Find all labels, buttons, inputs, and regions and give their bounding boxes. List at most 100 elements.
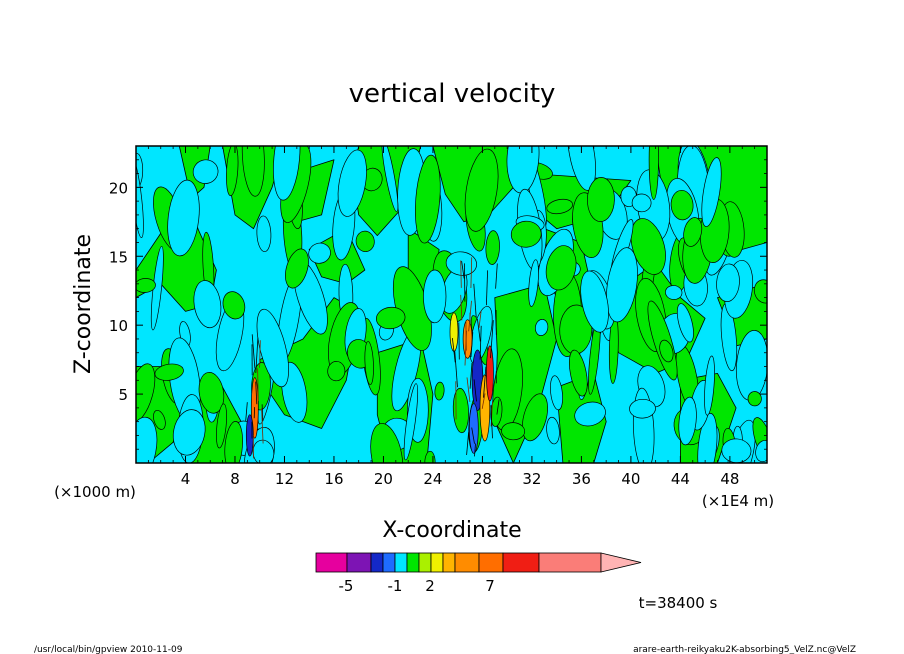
plot-area (136, 146, 767, 463)
downdraft-streak (678, 396, 697, 446)
contour-line (496, 399, 500, 415)
y-axis: 5 10 15 20 (109, 159, 767, 450)
colorbar-segment (478, 552, 504, 573)
updraft-streak (136, 363, 156, 424)
colorbar-segment (346, 552, 372, 573)
updraft-streak (222, 291, 246, 320)
x-tick-label: 44 (671, 470, 690, 488)
updraft-streak (327, 361, 346, 382)
colorbar (315, 552, 642, 573)
contour-line (471, 427, 475, 444)
updraft-streak (153, 409, 166, 430)
y-tick-label: 20 (109, 179, 128, 197)
contour-line (461, 260, 465, 279)
updraft-streak (285, 248, 309, 289)
updraft-streak (224, 421, 243, 463)
contour-line (245, 402, 248, 422)
updraft-streak (569, 349, 588, 397)
downdraft-streak (256, 215, 272, 253)
contour-line (460, 260, 462, 288)
contour-line (473, 283, 477, 318)
colorbar-label: -5 (339, 577, 354, 595)
x-tick-label: 48 (720, 470, 739, 488)
contour-line (468, 300, 472, 332)
x-axis-label: X-coordinate (382, 518, 521, 543)
updraft-streak (546, 198, 573, 215)
contour-line (466, 377, 471, 403)
contour-line (251, 334, 256, 369)
contour-line (255, 337, 259, 374)
colorbar-label: 7 (485, 577, 495, 595)
colorbar-segment (315, 552, 348, 573)
x-axis: 4 8 12 16 20 24 28 32 36 40 44 48 (147, 146, 756, 488)
contour-line (454, 351, 458, 388)
contour-line (490, 405, 493, 439)
downdraft-streak (445, 251, 477, 276)
downdraft-streak (136, 416, 158, 463)
colorbar-label: -1 (388, 577, 403, 595)
contour-line (470, 332, 474, 358)
contour-line (474, 443, 476, 457)
x-tick-label: 28 (473, 470, 492, 488)
contour-line (255, 381, 258, 405)
x-tick-label: 12 (275, 470, 294, 488)
colorbar-segment (538, 552, 602, 573)
contour-line (257, 368, 259, 402)
contour-line (259, 340, 261, 368)
contour-line (466, 432, 469, 456)
contour-line (469, 362, 473, 389)
y-tick-label: 10 (109, 317, 128, 335)
updraft-streak (501, 422, 526, 441)
colorbar-segment (502, 552, 540, 573)
updraft-streak (670, 189, 694, 221)
x-tick-label: 4 (181, 470, 191, 488)
colorbar-segment (442, 552, 456, 573)
y-unit-label: (×1000 m) (54, 483, 136, 501)
updraft-streak (485, 230, 500, 265)
downdraft-streak (403, 383, 419, 461)
updraft-streak (522, 393, 548, 442)
contour-line (470, 257, 473, 289)
downdraft-streak (676, 303, 694, 343)
plot-frame (135, 145, 768, 464)
downdraft-streak (528, 259, 539, 307)
downdraft-streak (256, 308, 289, 388)
x-tick-label: 24 (423, 470, 442, 488)
updraft-streak (587, 177, 615, 222)
footer-left: /usr/local/bin/gpview 2010-11-09 (34, 645, 183, 654)
downdraft-core (468, 403, 479, 454)
contour-line (477, 318, 481, 342)
updraft-streak (545, 245, 577, 291)
colorbar-label: 2 (425, 577, 435, 595)
downdraft-streak (631, 193, 652, 213)
downdraft-streak (423, 269, 447, 324)
updraft-streak (464, 148, 499, 232)
x-tick-label: 8 (230, 470, 240, 488)
downdraft-streak (308, 242, 331, 264)
contour-line (460, 294, 463, 321)
updraft-streak (355, 230, 375, 253)
updraft-streak (154, 363, 184, 381)
updraft-streak (648, 146, 659, 200)
x-tick-label: 40 (621, 470, 640, 488)
x-tick-label: 36 (572, 470, 591, 488)
downdraft-streak (716, 263, 740, 303)
updraft-streak (198, 372, 225, 414)
colorbar-segment (430, 552, 444, 573)
contour-line (478, 311, 482, 329)
downdraft-streak (704, 355, 715, 416)
downdraft-streak (580, 270, 609, 333)
y-tick-label: 15 (109, 248, 128, 266)
colorbar-segment (370, 552, 384, 573)
downdraft-streak (192, 159, 219, 184)
updraft-core (486, 345, 494, 402)
updraft-streak (510, 220, 542, 248)
updraft-streak (659, 339, 674, 363)
downdraft-streak (193, 280, 222, 329)
updraft-streak (364, 341, 374, 385)
updraft-streak (753, 279, 767, 304)
contour-line (452, 338, 456, 363)
chart-title: vertical velocity (349, 79, 556, 109)
colorbar-segment (454, 552, 480, 573)
footer-right: arare-earth-reikyaku2K-absorbing5_VelZ.n… (633, 645, 856, 654)
